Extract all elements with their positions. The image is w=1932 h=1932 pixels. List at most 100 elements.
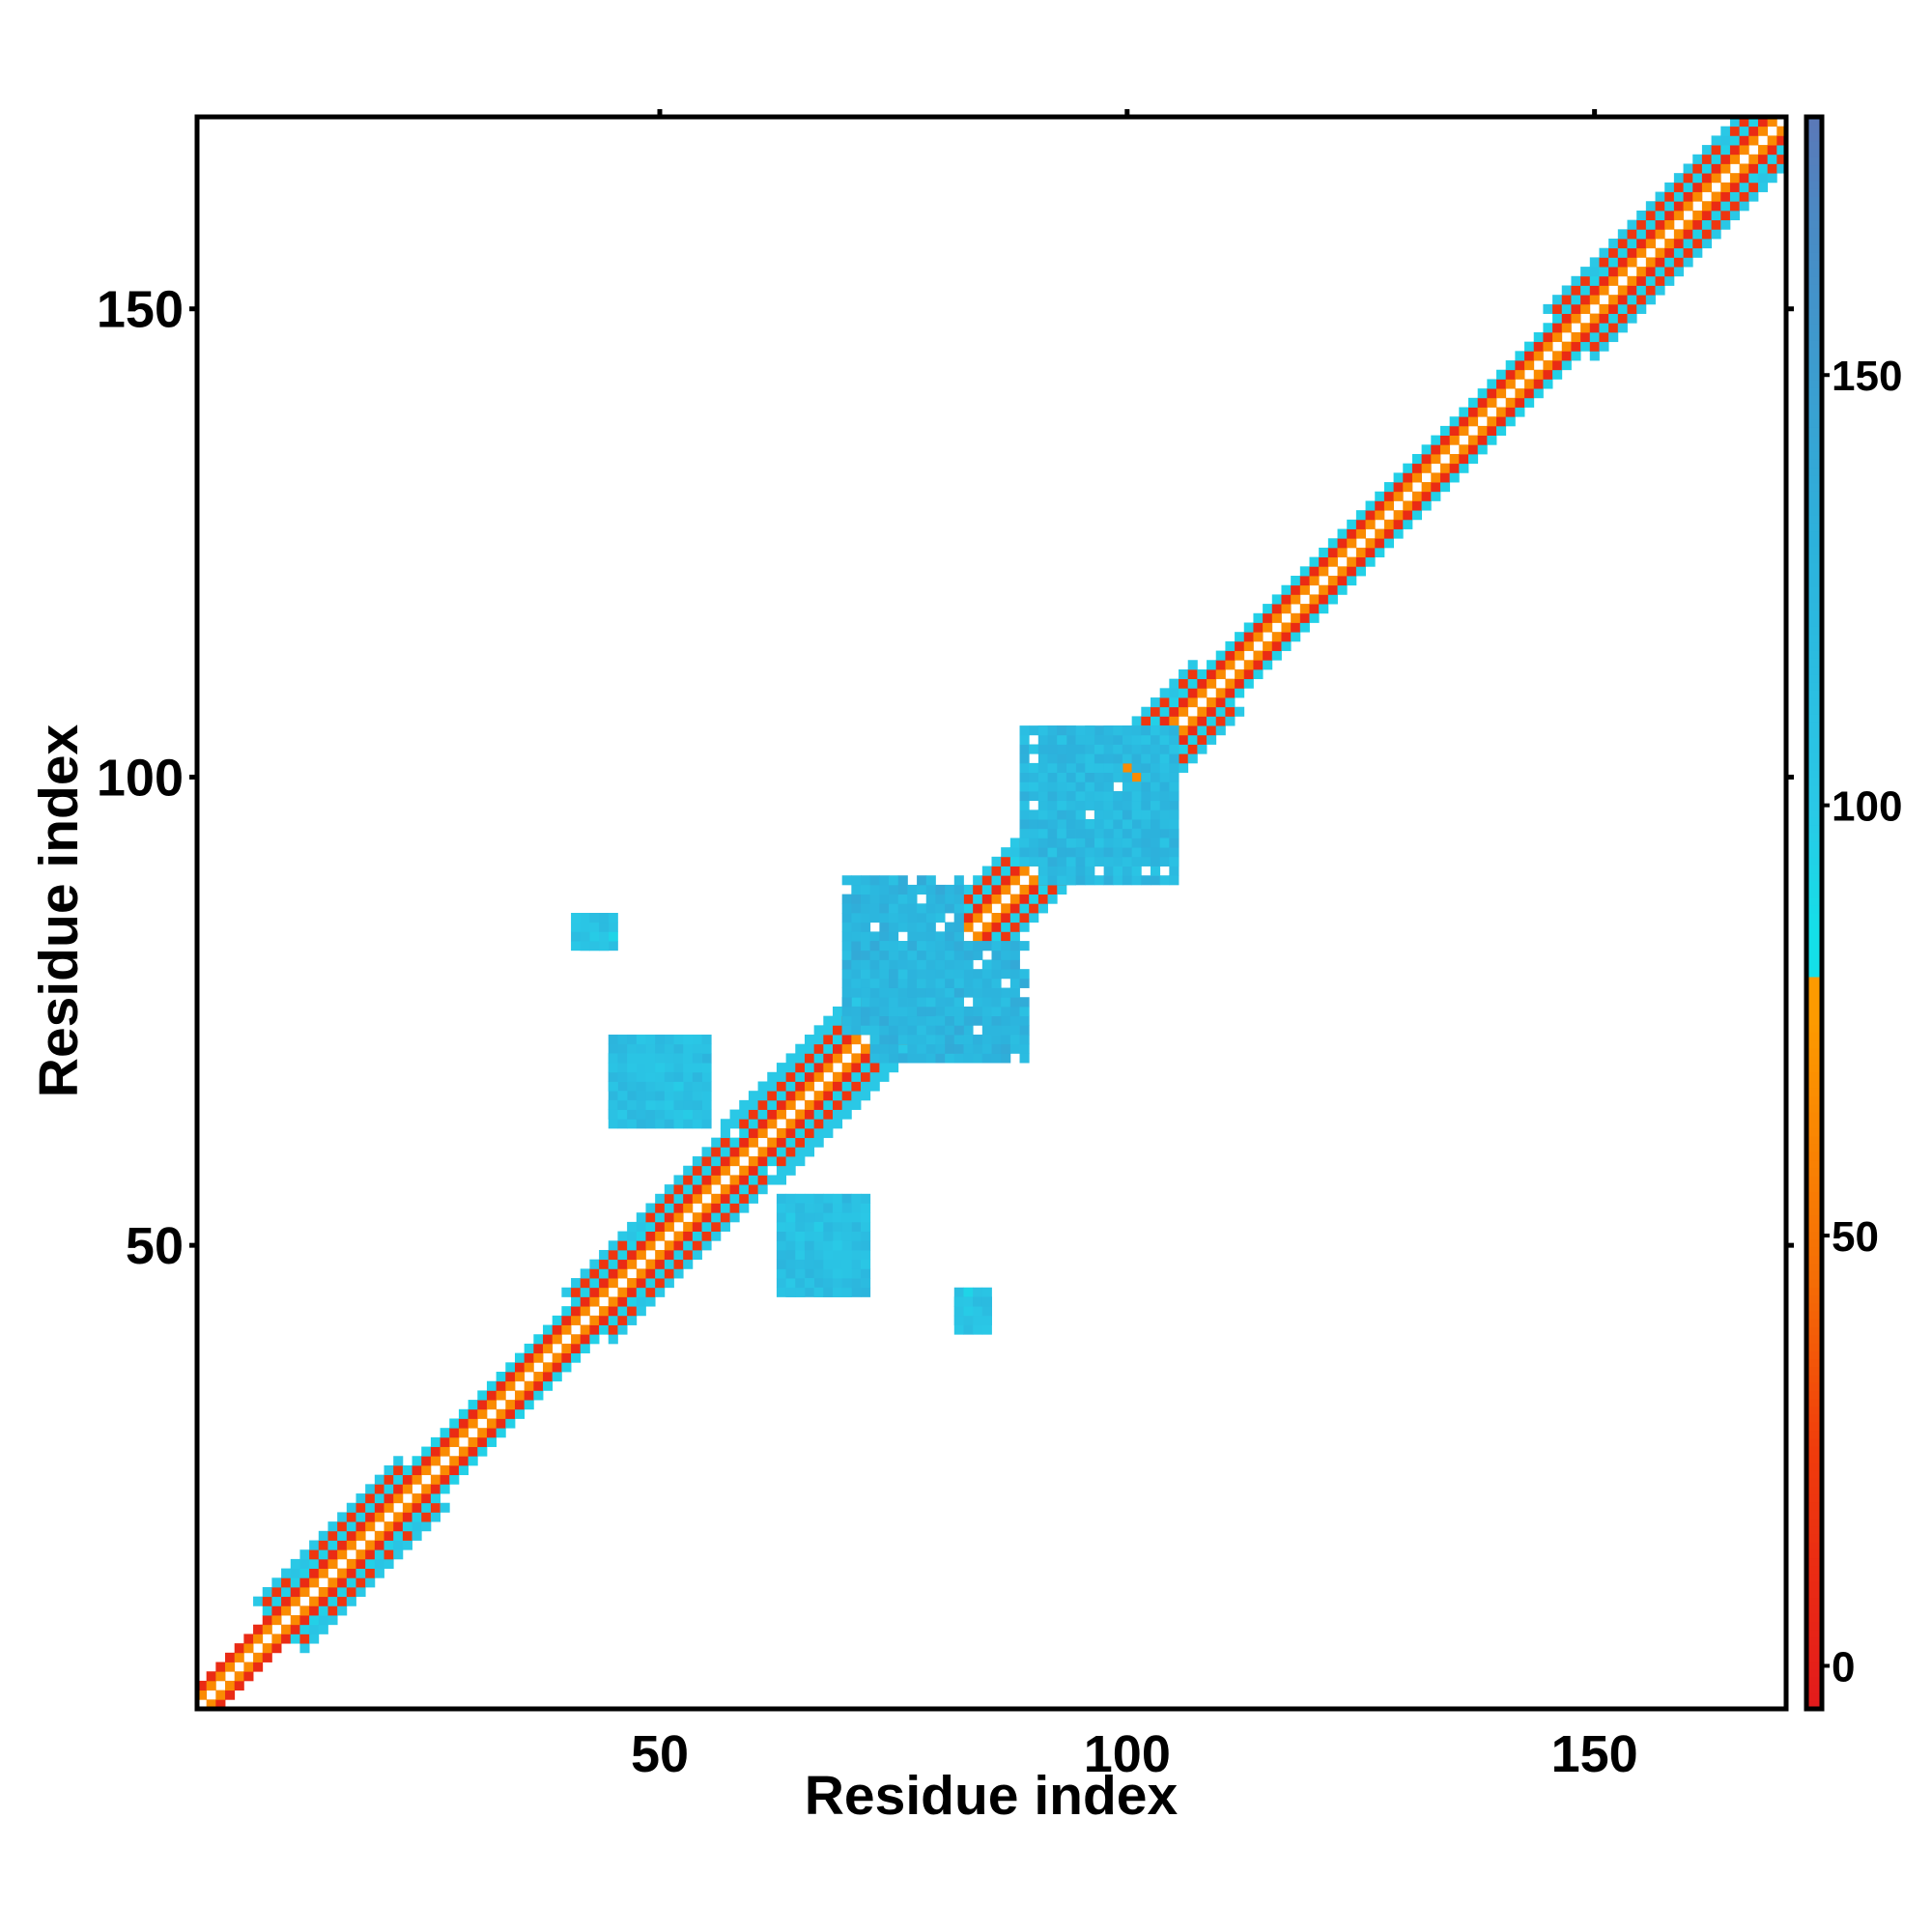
heatmap-cell: [776, 1109, 787, 1120]
heatmap-cell: [935, 1025, 946, 1036]
heatmap-cell: [1701, 163, 1712, 174]
heatmap-cell: [1075, 866, 1086, 876]
heatmap-cell: [627, 1315, 638, 1325]
heatmap-cell: [813, 1240, 824, 1251]
heatmap-cell: [1487, 379, 1497, 389]
heatmap-cell: [290, 1577, 300, 1588]
heatmap-cell: [571, 941, 582, 952]
heatmap-cell: [935, 950, 946, 960]
heatmap-cell: [917, 913, 927, 923]
heatmap-cell: [1187, 688, 1198, 698]
heatmap-cell: [374, 1568, 384, 1578]
heatmap-cell: [729, 1184, 740, 1195]
heatmap-cell: [374, 1474, 384, 1485]
heatmap-cell: [1001, 866, 1011, 876]
heatmap-cell: [907, 1006, 918, 1017]
heatmap-cell: [1159, 697, 1170, 708]
heatmap-cell: [981, 875, 992, 886]
heatmap-cell: [580, 1296, 590, 1307]
heatmap-cell: [374, 1549, 384, 1560]
heatmap-cell: [327, 1549, 338, 1560]
heatmap-cell: [869, 1053, 880, 1064]
heatmap-cell: [907, 969, 918, 980]
heatmap-cell: [925, 950, 936, 960]
heatmap-cell: [262, 1605, 272, 1616]
heatmap-cell: [440, 1428, 450, 1438]
heatmap-cell: [1243, 668, 1254, 680]
heatmap-cell: [907, 884, 918, 895]
heatmap-cell: [851, 1025, 862, 1036]
heatmap-cell: [963, 1306, 974, 1317]
heatmap-cell: [1627, 303, 1637, 314]
heatmap-cell: [1019, 790, 1030, 802]
heatmap-cell: [1225, 697, 1236, 708]
heatmap-cell: [683, 1203, 694, 1213]
heatmap-cell: [1309, 556, 1320, 567]
heatmap-cell: [1057, 810, 1067, 820]
heatmap-cell: [1159, 725, 1170, 736]
heatmap-cell: [1711, 145, 1721, 156]
heatmap-cell: [953, 1296, 964, 1307]
heatmap-cell: [355, 1558, 366, 1569]
heatmap-cell: [1001, 847, 1011, 858]
heatmap-cell: [468, 1436, 478, 1447]
heatmap-cell: [889, 922, 899, 932]
heatmap-cell: [1009, 875, 1020, 886]
heatmap-cell: [1655, 219, 1665, 230]
heatmap-cell: [897, 922, 908, 932]
heatmap-cell: [1319, 547, 1329, 558]
heatmap-cell: [963, 1035, 974, 1045]
heatmap-cell: [953, 875, 964, 886]
heatmap-cell: [1001, 997, 1011, 1008]
heatmap-cell: [701, 1165, 712, 1176]
heatmap-cell: [785, 1240, 796, 1251]
heatmap-cell: [823, 1025, 834, 1036]
heatmap-cell: [412, 1456, 422, 1466]
heatmap-cell: [869, 884, 880, 895]
heatmap-cell: [973, 1035, 983, 1045]
heatmap-cell: [1487, 435, 1497, 445]
heatmap-cell: [1347, 538, 1357, 549]
heatmap-cell: [617, 1287, 628, 1297]
heatmap-cell: [412, 1502, 422, 1513]
heatmap-cell: [804, 1287, 815, 1297]
heatmap-cell: [281, 1596, 292, 1606]
heatmap-cell: [384, 1540, 394, 1550]
heatmap-cell: [636, 1212, 646, 1223]
heatmap-cell: [552, 1372, 562, 1382]
heatmap-cell: [655, 1268, 666, 1279]
heatmap-cell: [861, 903, 871, 914]
heatmap-cell: [1085, 800, 1095, 810]
heatmap-cell: [1683, 163, 1693, 174]
heatmap-cell: [589, 1296, 600, 1307]
heatmap-cell: [1131, 875, 1142, 886]
heatmap-cell: [683, 1043, 694, 1054]
heatmap-cell: [673, 1119, 684, 1129]
heatmap-cell: [1599, 247, 1609, 258]
heatmap-cell: [215, 1662, 226, 1672]
heatmap-cell: [346, 1521, 356, 1532]
colorbar-segment: [1808, 960, 1820, 970]
heatmap-cell: [1673, 173, 1684, 184]
heatmap-cell: [318, 1549, 328, 1560]
colorbar-segment: [1808, 1700, 1820, 1710]
heatmap-cell: [430, 1484, 440, 1494]
heatmap-cell: [1271, 632, 1282, 642]
colorbar-segment: [1808, 1263, 1820, 1272]
heatmap-cell: [879, 1015, 890, 1026]
heatmap-cell: [599, 913, 610, 923]
heatmap-cell: [1225, 716, 1236, 726]
heatmap-cell: [1253, 650, 1264, 661]
heatmap-cell: [617, 1035, 628, 1045]
heatmap-cell: [1347, 566, 1357, 577]
heatmap-cell: [1263, 650, 1273, 661]
heatmap-cell: [935, 913, 946, 923]
heatmap-cell: [1179, 744, 1189, 754]
heatmap-cell: [1159, 810, 1170, 820]
heatmap-cell: [1029, 828, 1039, 838]
heatmap-cell: [1009, 847, 1020, 858]
heatmap-cell: [711, 1212, 722, 1223]
heatmap-cell: [608, 1119, 618, 1129]
heatmap-cell: [655, 1071, 666, 1082]
